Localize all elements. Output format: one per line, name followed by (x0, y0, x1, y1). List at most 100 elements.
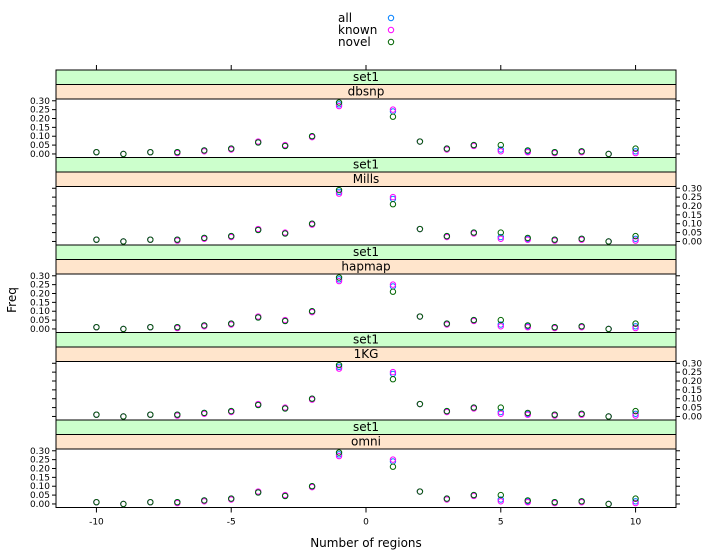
point-novel (93, 323, 100, 331)
y-tick-label: 0.00 (30, 325, 50, 335)
point-novel (93, 498, 100, 506)
point-known (524, 148, 531, 156)
x-tick-label: 0 (363, 518, 369, 528)
y-tick-label: 0.25 (682, 193, 702, 203)
point-novel (605, 238, 612, 245)
point-novel (443, 232, 451, 240)
point-novel (578, 148, 585, 155)
point-novel (551, 236, 558, 243)
point-novel (470, 141, 478, 149)
y-tick-label: 0.30 (30, 97, 50, 107)
y-tick-label: 0.30 (682, 359, 702, 369)
point-novel (470, 404, 478, 411)
point-known (389, 193, 397, 201)
point-novel (120, 500, 127, 508)
point-novel (308, 308, 316, 315)
y-tick-label: 0.05 (30, 141, 50, 151)
point-novel (416, 313, 424, 320)
top-axis (95, 65, 637, 70)
point-known (335, 277, 343, 285)
y-tick-label: 0.25 (30, 456, 50, 466)
y-tick-label: 0.25 (30, 106, 50, 116)
y-tick-label: 0.30 (30, 272, 50, 282)
point-novel (254, 226, 262, 234)
point-novel (632, 145, 639, 152)
point-novel (308, 395, 316, 402)
point-novel (497, 229, 504, 236)
y-tick-label: 0.05 (682, 229, 702, 239)
panels: set1dbsnp0.000.050.100.150.200.250.30set… (30, 69, 702, 510)
point-novel (228, 232, 235, 240)
point-novel (281, 405, 289, 412)
point-novel (389, 201, 397, 208)
y-tick-label: 0.30 (682, 184, 702, 194)
point-known (524, 323, 531, 331)
point-known (632, 237, 639, 244)
point-novel (174, 411, 181, 418)
point-novel (389, 463, 397, 470)
y-tick-label: 0.20 (30, 290, 50, 300)
point-known (524, 236, 531, 243)
y-tick-label: 0.05 (682, 404, 702, 414)
point-novel (605, 325, 612, 333)
strip-panel-label: 1KG (354, 347, 379, 361)
point-novel (120, 325, 127, 333)
point-all (497, 408, 504, 416)
y-tick-label: 0.10 (30, 132, 50, 142)
point-novel (524, 497, 531, 504)
point-novel (470, 229, 478, 236)
strip-panel-label: dbsnp (348, 85, 385, 99)
legend-marker-known (387, 26, 395, 34)
point-novel (147, 411, 154, 418)
legend-label-novel: novel (338, 35, 371, 49)
point-novel (524, 322, 531, 329)
point-known (335, 365, 343, 372)
point-novel (551, 323, 558, 331)
point-novel (470, 491, 478, 499)
point-novel (551, 148, 558, 156)
point-known (389, 456, 397, 463)
point-novel (443, 320, 451, 327)
point-novel (201, 147, 208, 154)
y-tick-label: 0.30 (30, 447, 50, 457)
y-axis-label: Freq (5, 287, 19, 313)
strip-set-label: set1 (353, 245, 379, 259)
strip-panel-label: hapmap (341, 260, 390, 274)
point-all (497, 496, 504, 503)
y-tick-label: 0.00 (682, 237, 702, 247)
y-tick-label: 0.10 (682, 220, 702, 230)
point-novel (308, 483, 316, 490)
point-all (335, 188, 343, 196)
legend-label-all: all (338, 11, 352, 25)
point-novel (389, 288, 397, 295)
point-known (497, 498, 504, 505)
point-novel (578, 235, 585, 242)
point-novel (93, 411, 100, 418)
point-novel (174, 498, 181, 506)
point-known (389, 106, 397, 113)
x-tick-label: -10 (89, 518, 104, 528)
point-novel (497, 404, 504, 411)
x-tick-label: -5 (227, 518, 236, 528)
point-novel (201, 234, 208, 242)
y-tick-label: 0.00 (30, 150, 50, 160)
point-all (335, 101, 343, 108)
y-tick-label: 0.20 (30, 465, 50, 475)
point-novel (228, 145, 235, 152)
point-novel (632, 407, 639, 415)
point-novel (281, 142, 289, 150)
point-novel (120, 238, 127, 245)
point-novel (605, 500, 612, 508)
x-tick-label: 10 (630, 518, 642, 528)
strip-panel-label: Mills (353, 172, 380, 186)
point-novel (147, 498, 154, 506)
bottom-axis: -10 -5 0 5 10 (89, 507, 642, 528)
point-novel (174, 148, 181, 156)
point-known (497, 410, 504, 417)
y-tick-label: 0.15 (682, 386, 702, 396)
point-novel (335, 274, 343, 281)
point-all (335, 276, 343, 283)
point-known (335, 102, 343, 110)
